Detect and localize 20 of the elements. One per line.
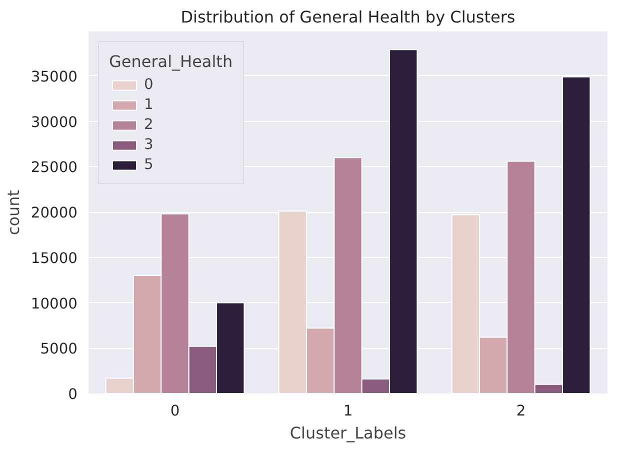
y-tick-label: 0	[68, 386, 78, 403]
y-tick-label: 35000	[30, 68, 78, 86]
y-tick-label: 25000	[30, 159, 78, 176]
y-tick-label: 30000	[30, 114, 78, 131]
legend-label: 3	[144, 136, 154, 153]
legend-label: 1	[144, 96, 154, 113]
x-tick-label: 1	[343, 402, 353, 420]
y-axis-title: count	[4, 190, 23, 236]
y-tick-label: 5000	[40, 340, 78, 358]
y-tick-label: 20000	[30, 204, 78, 222]
legend-label: 5	[144, 156, 154, 173]
chart-title: Distribution of General Health by Clusters	[180, 8, 516, 26]
y-tick-label: 10000	[30, 295, 78, 312]
x-tick-label: 2	[516, 402, 526, 420]
legend-label: 0	[144, 76, 154, 93]
x-axis-title: Cluster_Labels	[290, 424, 406, 442]
legend-label: 2	[144, 116, 154, 133]
legend-title: General_Health	[109, 52, 233, 71]
y-tick-label: 15000	[30, 250, 78, 267]
x-tick-label: 0	[170, 402, 180, 420]
